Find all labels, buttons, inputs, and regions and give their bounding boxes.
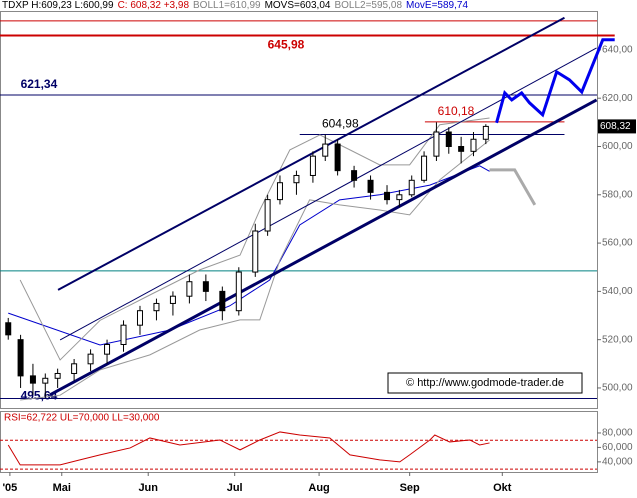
header-item: MovE=589,74 (406, 0, 469, 11)
x-tick-label: Jul (227, 482, 243, 494)
candle-body (367, 179, 374, 193)
level-label: 621,34 (21, 77, 58, 91)
header: TDXP H:609,23 L:600,99 C: 608,32 +3,98 BOL… (2, 0, 472, 11)
candle-body (252, 230, 259, 273)
y-tick-label: 600,00 (602, 141, 633, 152)
candle-body (5, 322, 12, 336)
copyright-box (387, 372, 583, 394)
header-item: MOVS=603,04 (264, 0, 331, 11)
candle-body (384, 191, 391, 201)
rsi-tick-label: 80,000 (602, 428, 633, 439)
candle-body (42, 377, 49, 384)
candle-body (322, 143, 329, 157)
rsi-frame (0, 411, 598, 473)
indicator-line (489, 168, 537, 206)
x-tick-label: Mai (53, 482, 71, 494)
candle-body (482, 125, 489, 140)
y-tick-label: 520,00 (602, 334, 633, 345)
y-tick-label: 580,00 (602, 189, 633, 200)
header-item: C: 608,32 +3,98 (117, 0, 190, 11)
y-tick-label: 560,00 (602, 238, 633, 249)
candle-body (433, 131, 440, 157)
header-item: BOLL1=610,99 (193, 0, 261, 11)
level-label: 495,64 (21, 389, 58, 403)
y-tick-label: 620,00 (602, 93, 633, 104)
candle-body (458, 145, 465, 152)
level-label: 610,18 (438, 104, 475, 118)
rsi-tick-label: 40,000 (602, 457, 633, 468)
candle-body (276, 182, 283, 201)
candle-body (186, 281, 193, 297)
level-label: 645,98 (268, 38, 305, 52)
y-tick-label: 500,00 (602, 383, 633, 394)
candle-body (408, 179, 415, 196)
header-item: TDXP H:609,23 L:600,99 (2, 0, 114, 11)
x-tick-label: Okt (493, 482, 512, 494)
rsi-header: RSI=62,722 UL=70,000 LL=30,000 (4, 413, 160, 424)
x-tick-label: '05 (2, 482, 17, 494)
candle-body (351, 170, 358, 181)
x-tick-label: Jun (138, 482, 158, 494)
candle-body (396, 194, 403, 201)
candle-body (104, 343, 111, 355)
y-tick-label: 540,00 (602, 286, 633, 297)
candle-body (235, 271, 242, 312)
rsi-line (7, 431, 490, 466)
level-label: 604,98 (322, 117, 359, 131)
y-tick-label: 640,00 (602, 45, 633, 56)
candle-body (470, 138, 477, 152)
candle-body (136, 310, 143, 326)
indicator-line (57, 16, 565, 291)
x-tick-label: Sep (400, 482, 420, 494)
indicator-line (20, 139, 490, 401)
candle-body (54, 372, 61, 379)
candle-body (169, 295, 176, 304)
candle-body (445, 131, 452, 147)
header-item: BOLL2=595,08 (334, 0, 403, 11)
price-tag-box (598, 119, 636, 134)
candle-body (202, 281, 209, 292)
candle-body (334, 143, 341, 172)
candle-body (421, 155, 428, 181)
indicator-line (49, 98, 598, 397)
candle-body (17, 339, 24, 377)
candle-body (309, 155, 316, 176)
indicator-line (8, 165, 490, 346)
copyright: © http://www.godmode-trader.de (406, 377, 564, 389)
x-tick-label: Aug (308, 482, 329, 494)
candle-body (71, 363, 78, 374)
candle-body (29, 375, 36, 384)
candle-body (87, 353, 94, 365)
candle-body (120, 324, 127, 345)
indicator-line (495, 38, 615, 124)
candle-body (153, 302, 160, 312)
price-tag: 608,32 (600, 121, 631, 132)
candle-body (293, 174, 300, 184)
candle-body (264, 199, 271, 232)
indicator-line (19, 117, 490, 361)
rsi-tick-label: 60,000 (602, 442, 633, 453)
candle-body (219, 290, 226, 312)
